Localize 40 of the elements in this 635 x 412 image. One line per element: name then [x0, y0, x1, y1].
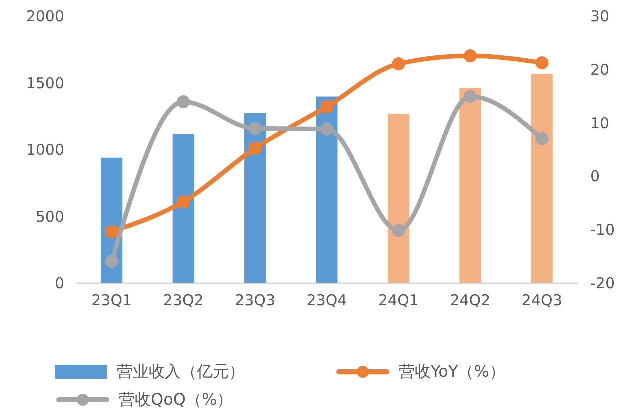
- point: [177, 95, 190, 108]
- point: [464, 50, 477, 63]
- y-tick-label: 1500: [26, 74, 64, 92]
- point: [536, 132, 549, 146]
- y2-tick-label: 10: [590, 114, 610, 132]
- y-tick-label: 2000: [26, 8, 64, 26]
- x-tick-label: 24Q1: [378, 292, 419, 310]
- point: [248, 122, 262, 136]
- point: [105, 225, 118, 238]
- point: [392, 224, 406, 238]
- bar: [316, 96, 338, 283]
- point: [320, 100, 334, 114]
- point: [536, 56, 549, 70]
- bar: [460, 88, 482, 283]
- point: [392, 58, 406, 71]
- x-tick-label: 24Q3: [522, 292, 562, 310]
- legend-label: 营收YoY（%）: [399, 362, 506, 382]
- point: [464, 90, 477, 104]
- x-tick-label: 24Q2: [450, 292, 491, 310]
- y-tick-label: 1000: [26, 141, 64, 159]
- y2-tick-label: 0: [590, 168, 600, 186]
- point: [248, 142, 262, 155]
- y-tick-label: 0: [54, 274, 64, 292]
- x-tick-label: 23Q3: [235, 292, 276, 310]
- y2-tick-label: 30: [590, 8, 610, 26]
- bar: [388, 114, 410, 283]
- y2-tick-label: -10: [590, 221, 615, 240]
- x-tick-label: 23Q1: [92, 292, 132, 310]
- y2-tick-label: 20: [590, 60, 610, 79]
- bar: [531, 74, 553, 283]
- legend-label: 营业收入（亿元）: [117, 362, 245, 382]
- y2-tick-label: -20: [590, 274, 615, 292]
- y-tick-label: 500: [36, 208, 64, 226]
- point: [105, 255, 118, 268]
- point: [320, 122, 334, 136]
- point: [177, 195, 190, 208]
- legend-label: 营收QoQ（%）: [119, 390, 234, 410]
- x-tick-label: 23Q4: [306, 292, 348, 310]
- bar: [172, 134, 194, 283]
- x-tick-label: 23Q2: [163, 292, 204, 310]
